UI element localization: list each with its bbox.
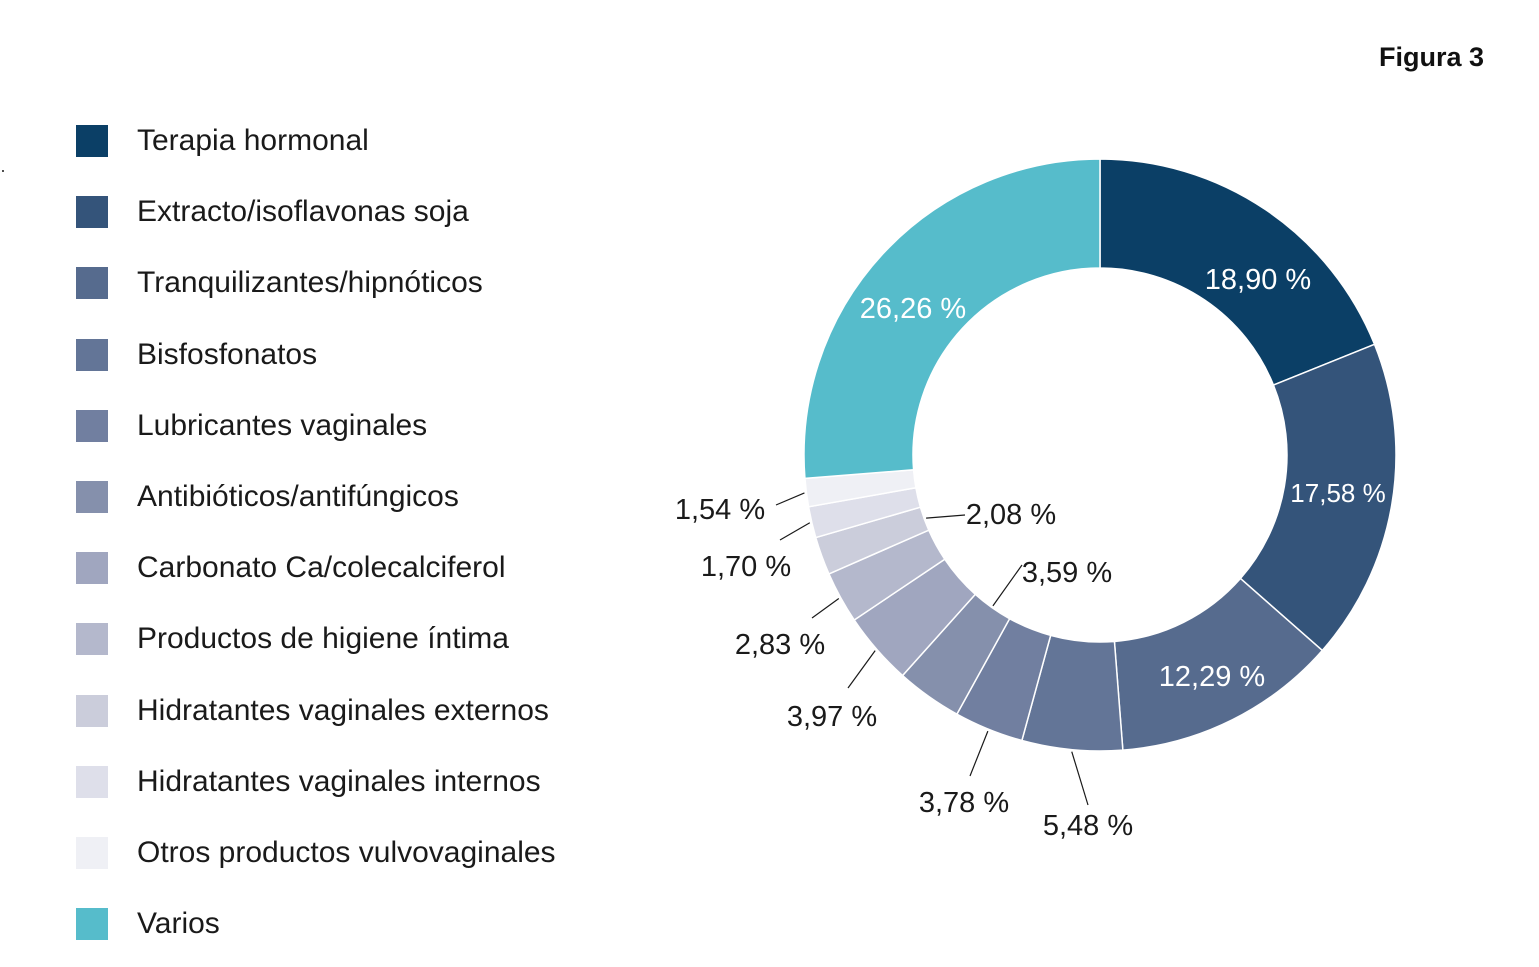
- legend-item-extracto-isoflavonas-soja: Extracto/isoflavonas soja: [76, 192, 636, 232]
- data-label-productos-de-higiene-intima: 2,83 %: [735, 629, 825, 661]
- legend-item-antibioticos-antifungicos: Antibióticos/antifúngicos: [76, 477, 636, 517]
- legend-label: Productos de higiene íntima: [137, 622, 509, 656]
- leader-line-productos-de-higiene-intima: [811, 597, 840, 619]
- data-label-antibioticos-antifungicos: 3,59 %: [1022, 557, 1112, 589]
- legend-item-otros-productos-vulvovaginales: Otros productos vulvovaginales: [76, 833, 636, 873]
- leader-line-hidratantes-vaginales-internos: [779, 522, 811, 541]
- legend-item-varios: Varios: [76, 904, 636, 944]
- legend-label: Lubricantes vaginales: [137, 408, 428, 442]
- leader-line-hidratantes-vaginales-externos: [926, 514, 966, 519]
- legend-item-tranquilizantes-hipnoticos: Tranquilizantes/hipnóticos: [76, 263, 636, 303]
- data-label-varios: 26,26 %: [860, 293, 966, 325]
- legend-swatch: [76, 765, 108, 798]
- legend-label: Varios: [137, 907, 220, 941]
- leader-line-otros-productos-vulvovaginales: [775, 492, 805, 506]
- legend-swatch: [76, 196, 108, 229]
- figure-label: Figura 3: [1378, 42, 1484, 72]
- legend-swatch: [76, 908, 108, 941]
- leader-line-antibioticos-antifungicos: [992, 564, 1023, 607]
- legend-label: Antibióticos/antifúngicos: [137, 480, 459, 513]
- data-label-carbonato-ca-colecalciferol: 3,97 %: [787, 701, 877, 733]
- legend-item-lubricantes-vaginales: Lubricantes vaginales: [76, 406, 636, 446]
- data-label-hidratantes-vaginales-externos: 2,08 %: [966, 499, 1056, 531]
- legend-item-productos-de-higiene-intima: Productos de higiene íntima: [76, 619, 636, 659]
- legend-item-carbonato-ca-colecalciferol: Carbonato Ca/colecalciferol: [76, 548, 636, 588]
- legend-item-bisfosfonatos: Bisfosfonatos: [76, 335, 636, 375]
- leader-line-carbonato-ca-colecalciferol: [847, 650, 876, 689]
- legend-swatch: [76, 267, 108, 300]
- data-label-lubricantes-vaginales: 3,78 %: [919, 787, 1009, 819]
- data-label-terapia-hormonal: 18,90 %: [1205, 264, 1311, 296]
- leader-lines: [775, 492, 1089, 806]
- slice-terapia-hormonal: [1099, 158, 1376, 387]
- data-label-bisfosfonatos: 5,48 %: [1043, 810, 1133, 842]
- legend-label: Tranquilizantes/hipnóticos: [137, 266, 483, 300]
- data-label-hidratantes-vaginales-internos: 1,70 %: [701, 551, 791, 583]
- legend-swatch: [76, 409, 108, 442]
- legend-label: Extracto/isoflavonas soja: [137, 195, 469, 229]
- legend-label: Terapia hormonal: [137, 124, 369, 157]
- legend-label: Otros productos vulvovaginales: [137, 836, 556, 869]
- legend-item-hidratantes-vaginales-externos: Hidratantes vaginales externos: [76, 691, 636, 731]
- legend-swatch: [76, 552, 108, 585]
- legend-swatch: [76, 481, 108, 513]
- data-labels: 18,90 % 17,58 % 12,29 % 5,48 % 3,78 % 3,59 % 3…: [675, 264, 1386, 842]
- legend-swatch: [76, 338, 108, 371]
- data-label-otros-productos-vulvovaginales: 1,54 %: [675, 494, 765, 526]
- legend-label: Bisfosfonatos: [137, 337, 318, 371]
- legend-label: Hidratantes vaginales externos: [137, 693, 549, 727]
- data-label-tranquilizantes-hipnoticos: 12,29 %: [1159, 661, 1265, 693]
- slice-varios: [803, 158, 1101, 480]
- legend-item-terapia-hormonal: Terapia hormonal: [76, 121, 636, 161]
- legend-item-hidratantes-vaginales-internos: Hidratantes vaginales internos: [76, 762, 636, 802]
- legend-label: Carbonato Ca/colecalciferol: [137, 551, 506, 585]
- leader-line-bisfosfonatos: [1071, 751, 1089, 806]
- legend-label: Hidratantes vaginales internos: [137, 764, 541, 798]
- edge-mark-dot: ·: [0, 160, 6, 180]
- donut-slices: [803, 158, 1397, 752]
- leader-line-lubricantes-vaginales: [969, 730, 989, 777]
- data-label-extracto-isoflavonas-soja: 17,58 %: [1290, 478, 1385, 508]
- legend-swatch: [76, 125, 108, 157]
- legend-swatch: [76, 694, 108, 727]
- legend-swatch: [76, 837, 108, 869]
- legend-swatch: [76, 623, 108, 656]
